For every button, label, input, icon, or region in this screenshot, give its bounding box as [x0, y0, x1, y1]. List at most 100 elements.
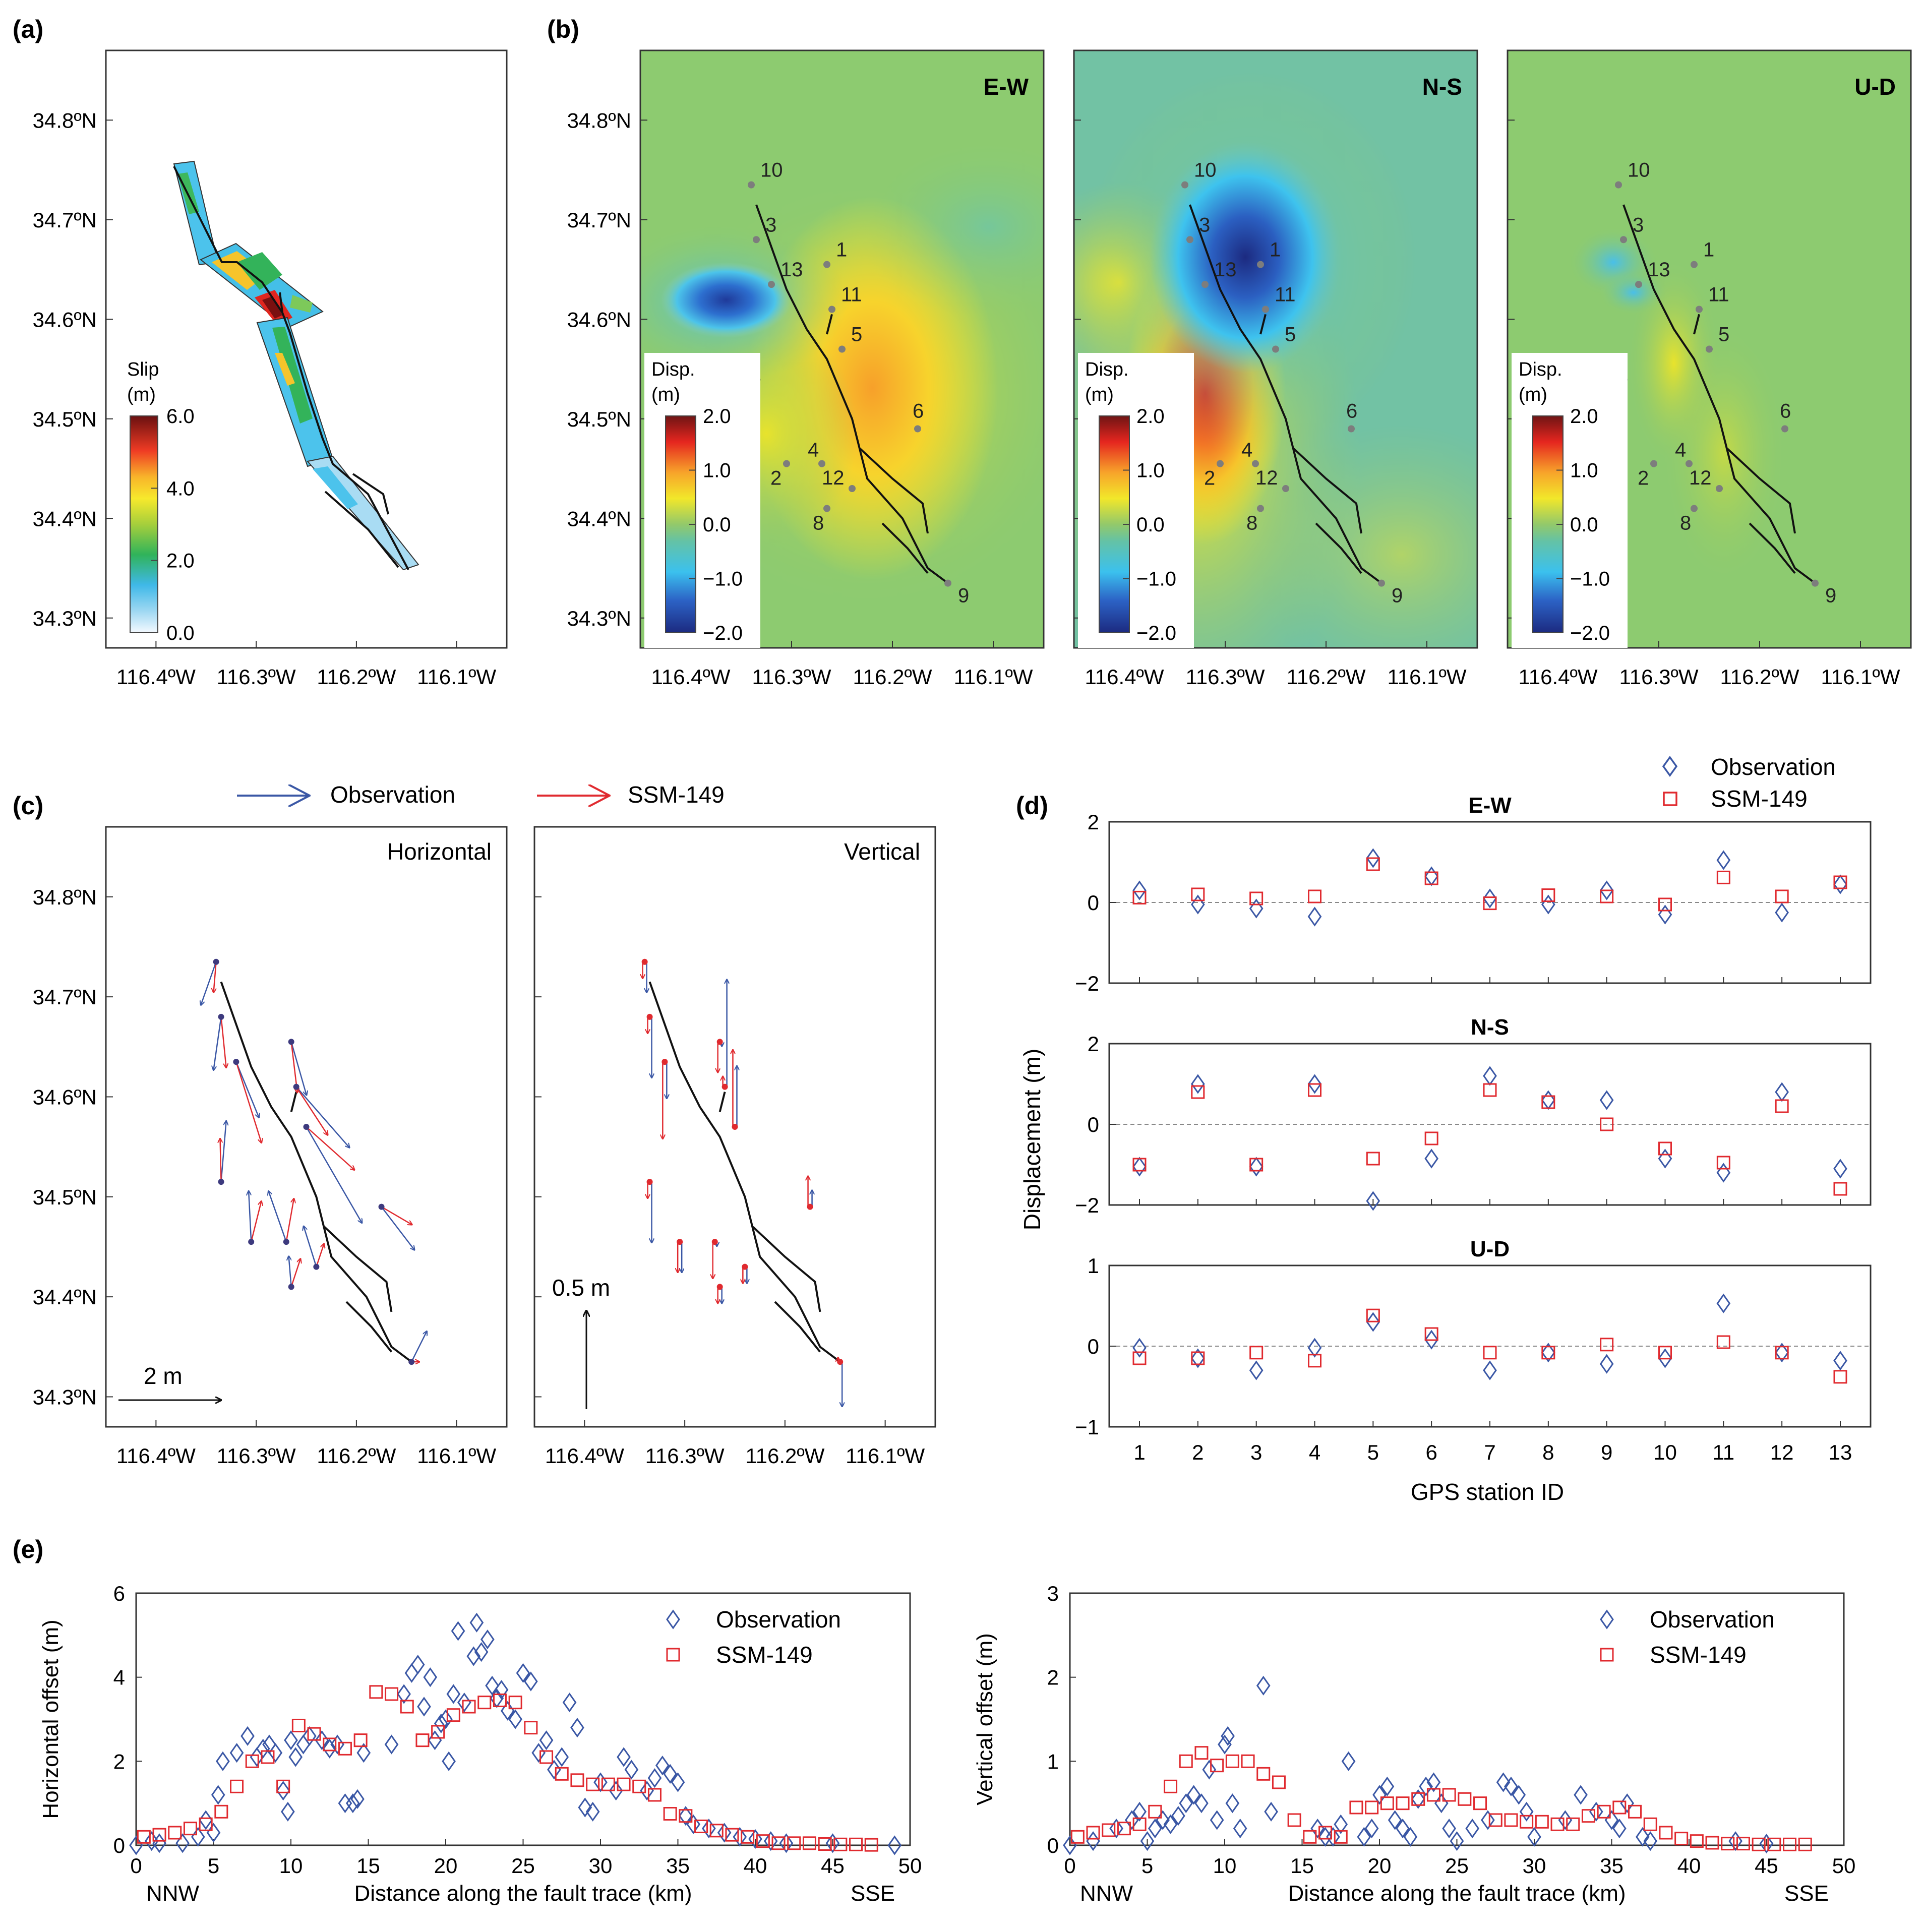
observation-point	[457, 1693, 471, 1713]
gps-station-marker	[828, 306, 835, 313]
observation-point	[679, 1806, 693, 1826]
observation-point	[1190, 894, 1205, 915]
observation-point	[1132, 1157, 1147, 1177]
observation-point	[1210, 1810, 1224, 1830]
observation-point	[288, 1747, 303, 1767]
gps-station-marker	[1781, 425, 1788, 433]
model-point	[1272, 1775, 1286, 1789]
y-tick-label: 2	[1047, 1666, 1059, 1689]
model-vector	[220, 1016, 226, 1067]
model-point	[1424, 1131, 1438, 1145]
observation-vector	[381, 1206, 414, 1250]
vector-station-dot	[288, 1039, 294, 1045]
observation-point	[1496, 1772, 1511, 1792]
lon-tick-label: 116.4ºW	[116, 665, 196, 689]
observation-point	[1148, 1819, 1162, 1839]
observation-point	[1465, 1819, 1480, 1839]
observation-vector	[201, 961, 217, 1005]
fault-trace	[220, 981, 412, 1363]
lon-tick-label: 116.2ºW	[1720, 665, 1799, 689]
gps-station-label: 4	[1241, 439, 1252, 461]
model-point	[1411, 1792, 1425, 1806]
model-point	[508, 1696, 522, 1710]
station-chart-legend: Observation SSM-149	[1662, 754, 1836, 812]
slip-fault-traces	[173, 166, 409, 570]
observation-point	[1334, 1814, 1348, 1834]
model-point	[1690, 1834, 1704, 1848]
observation-point	[423, 1667, 438, 1687]
gps-station-marker	[1201, 281, 1209, 288]
observation-point	[211, 1785, 225, 1805]
observation-point	[1326, 1827, 1340, 1847]
gps-station-label: 11	[841, 284, 862, 306]
x-tick-label: 20	[1368, 1854, 1392, 1878]
lon-tick-label: 116.3ºW	[752, 665, 831, 689]
lon-tick-label: 116.1ºW	[1821, 665, 1900, 689]
panel-a-slip-map: Slip (m) 6.0 4.0 2.0 0.0 34.8ºN 34.7ºN 34.6ºN…	[33, 49, 508, 689]
observation-point	[1599, 1354, 1614, 1374]
observation-point	[384, 1734, 399, 1755]
model-point	[1249, 891, 1264, 905]
gps-station-label: 2	[1638, 467, 1649, 490]
direction-right-label: SSE	[851, 1881, 895, 1906]
lon-tick-label: 116.2ºW	[853, 665, 932, 689]
model-point	[1365, 1800, 1379, 1815]
model-point	[1424, 1327, 1438, 1341]
fault-trace	[345, 1301, 392, 1353]
observation-point	[1716, 1293, 1731, 1313]
model-point	[1191, 1085, 1205, 1099]
disp-colorbar-background	[644, 353, 760, 648]
lat-tick-label: 34.7ºN	[33, 208, 97, 232]
model-point	[756, 1834, 770, 1848]
gps-station-label: 5	[1285, 324, 1296, 346]
observation-point	[1372, 1785, 1387, 1805]
x-tick-label: 12	[1770, 1440, 1794, 1464]
x-tick-label: 20	[434, 1854, 458, 1878]
fault-trace	[1622, 204, 1816, 584]
x-tick-label: 5	[1367, 1440, 1379, 1464]
fault-trace	[859, 448, 929, 534]
model-point	[663, 1807, 677, 1821]
vector-station-dot	[213, 958, 219, 965]
model-vector	[235, 1061, 261, 1142]
lat-tick-label: 34.5ºN	[33, 1185, 97, 1209]
lat-tick-label: 34.7ºN	[567, 208, 631, 232]
gps-station-label: 6	[913, 400, 924, 422]
observation-point	[1450, 1831, 1464, 1851]
observation-point	[439, 1709, 453, 1729]
model-point	[1783, 1837, 1797, 1851]
model-point	[1191, 887, 1205, 901]
disp-subpanel-title: E-W	[984, 74, 1029, 100]
observation-point	[322, 1738, 337, 1759]
fault-trace	[826, 314, 833, 335]
model-point	[539, 1750, 554, 1764]
model-point	[741, 1830, 755, 1844]
gps-station-marker	[944, 579, 951, 587]
observation-point	[508, 1709, 522, 1729]
observation-point	[256, 1738, 270, 1759]
observation-point	[717, 1823, 732, 1843]
y-tick-label: 4	[113, 1666, 125, 1689]
x-tick-label: 4	[1309, 1440, 1320, 1464]
fault-trace	[1293, 448, 1362, 534]
model-point	[1132, 890, 1147, 904]
model-point	[818, 1837, 832, 1851]
observation-point	[547, 1760, 561, 1780]
disp-colorbar-title: Disp.	[651, 359, 695, 380]
model-point	[1659, 1826, 1673, 1840]
gps-station-label: 13	[1214, 259, 1237, 281]
model-point	[1504, 1813, 1518, 1827]
vertical-scale-label: 0.5 m	[552, 1275, 610, 1301]
observation-point	[1483, 888, 1497, 909]
observation-point	[1589, 1801, 1603, 1822]
panel-label-a: (a)	[13, 15, 43, 43]
model-point	[586, 1777, 600, 1791]
gps-station-marker	[1620, 236, 1627, 244]
disp-colorbar-background	[1512, 353, 1628, 648]
observation-point	[570, 1718, 584, 1738]
observation-point	[1357, 1827, 1371, 1847]
vector-station-dot	[677, 1239, 683, 1245]
gps-station-marker	[914, 425, 921, 433]
disp-colorbar-unit: (m)	[1085, 384, 1114, 405]
model-point	[1674, 1832, 1689, 1846]
